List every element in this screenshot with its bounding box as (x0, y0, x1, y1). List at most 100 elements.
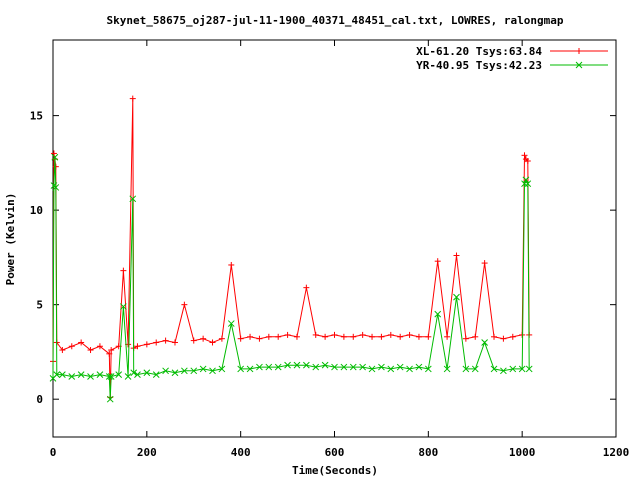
legend-marker (576, 48, 582, 54)
data-point (500, 335, 507, 342)
x-tick-label: 600 (325, 446, 345, 459)
data-point (293, 361, 301, 369)
data-point (53, 371, 61, 378)
data-point (509, 365, 517, 373)
data-point (321, 361, 329, 369)
data-point (509, 333, 516, 340)
data-point (124, 373, 132, 380)
data-point (181, 367, 188, 375)
series-line (52, 98, 530, 398)
data-point (522, 176, 530, 184)
data-point (52, 184, 60, 191)
data-point (227, 320, 235, 327)
data-point (406, 331, 413, 338)
data-point (108, 347, 115, 354)
data-point (424, 365, 432, 373)
data-point (490, 365, 498, 373)
data-point (134, 343, 141, 350)
data-point (105, 373, 113, 380)
data-point (284, 331, 291, 338)
legend-item: XL-61.20 Tsys:63.84 (416, 45, 608, 58)
data-point (96, 371, 104, 378)
data-point (129, 95, 136, 102)
data-point (106, 395, 114, 403)
data-point (199, 365, 207, 373)
data-point (143, 341, 150, 348)
data-point (106, 350, 113, 357)
data-point (302, 361, 310, 369)
data-point (87, 347, 94, 354)
data-point (462, 365, 470, 373)
data-point (96, 343, 103, 350)
data-point (50, 150, 57, 157)
y-tick-label: 0 (36, 393, 43, 406)
data-point (524, 180, 532, 188)
data-point (491, 333, 498, 340)
data-point (369, 333, 376, 340)
data-point (190, 337, 197, 344)
legend-item: YR-40.95 Tsys:42.23 (416, 59, 608, 72)
data-point (181, 301, 188, 308)
y-tick-label: 5 (36, 299, 43, 312)
data-point (406, 365, 413, 373)
data-point (152, 371, 160, 378)
series-line (52, 157, 530, 400)
data-point (256, 335, 263, 342)
data-point (247, 333, 254, 340)
data-point (68, 343, 75, 350)
data-point (51, 153, 59, 161)
series-0 (50, 95, 533, 401)
data-point (228, 261, 235, 268)
data-point (143, 369, 151, 377)
series-layer (49, 95, 533, 403)
data-point (453, 252, 460, 259)
data-point (284, 361, 291, 369)
data-point (524, 157, 531, 164)
data-point (396, 363, 404, 371)
data-point (453, 293, 460, 301)
data-point (130, 369, 138, 377)
data-point (107, 373, 115, 380)
data-point (322, 333, 329, 340)
data-point (521, 180, 528, 188)
data-point (312, 363, 320, 371)
axes: 0 200 400 600 800 1000 1200 0 5 10 15 (30, 40, 629, 459)
data-point (331, 331, 338, 338)
data-point (59, 347, 66, 354)
data-point (120, 303, 127, 310)
data-point (481, 339, 488, 346)
data-point (200, 335, 207, 342)
data-point (275, 333, 282, 340)
data-point (471, 365, 479, 373)
data-point (521, 152, 528, 159)
data-point (120, 267, 127, 274)
x-axis-label: Time(Seconds) (292, 464, 378, 477)
data-point (162, 367, 169, 375)
series-1 (49, 153, 533, 403)
legend-marker (575, 61, 583, 69)
data-point (87, 373, 94, 380)
data-point (397, 333, 404, 340)
data-point (190, 367, 198, 375)
data-point (115, 371, 123, 378)
data-point (359, 331, 366, 338)
data-point (462, 335, 469, 342)
data-point (218, 365, 226, 373)
data-point (153, 339, 160, 346)
data-point (359, 363, 367, 371)
data-point (52, 163, 59, 170)
data-point (472, 333, 479, 340)
data-point (378, 333, 385, 340)
data-point (134, 371, 141, 378)
data-point (78, 339, 85, 346)
x-tick-label: 200 (137, 446, 157, 459)
data-point (312, 331, 319, 338)
data-point (237, 335, 244, 342)
data-point (171, 339, 178, 346)
data-point (525, 365, 533, 373)
legend-label: YR-40.95 Tsys:42.23 (416, 59, 542, 72)
data-point (265, 333, 272, 340)
data-point (237, 365, 245, 373)
data-point (378, 363, 385, 371)
